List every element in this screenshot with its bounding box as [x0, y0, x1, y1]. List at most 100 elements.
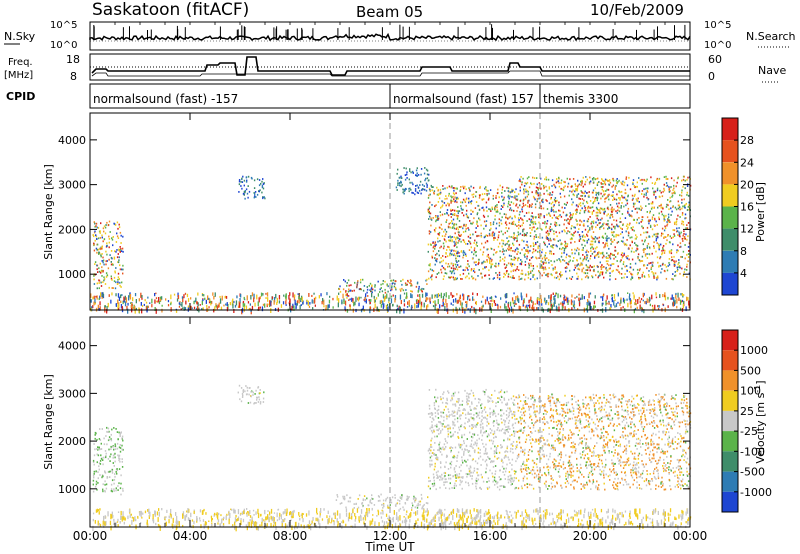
scatter-pixel — [599, 272, 601, 275]
scatter-pixel — [627, 210, 629, 213]
scatter-pixel — [227, 304, 229, 310]
scatter-pixel — [473, 517, 475, 520]
scatter-pixel — [496, 303, 498, 306]
scatter-pixel — [126, 305, 128, 310]
scatter-pixel — [649, 211, 651, 214]
scatter-pixel — [116, 235, 119, 238]
scatter-pixel — [595, 226, 597, 229]
scatter-pixel — [639, 304, 641, 309]
scatter-pixel — [348, 284, 350, 287]
scatter-pixel — [260, 182, 262, 185]
scatter-pixel — [609, 215, 611, 217]
scatter-pixel — [457, 206, 459, 208]
scatter-pixel — [462, 254, 465, 256]
scatter-pixel — [489, 260, 491, 263]
scatter-pixel — [260, 513, 262, 517]
scatter-pixel — [552, 244, 554, 246]
scatter-pixel — [643, 178, 645, 181]
scatter-pixel — [404, 519, 406, 524]
scatter-pixel — [422, 512, 424, 515]
scatter-pixel — [466, 243, 469, 245]
scatter-pixel — [117, 227, 119, 230]
scatter-pixel — [664, 264, 666, 266]
scatter-pixel — [401, 283, 403, 286]
scatter-pixel — [584, 180, 587, 183]
scatter-pixel — [134, 305, 136, 311]
scatter-pixel — [548, 239, 550, 242]
scatter-pixel — [546, 245, 548, 248]
scatter-pixel — [527, 276, 530, 279]
scatter-pixel — [671, 278, 673, 280]
scatter-pixel — [572, 201, 574, 204]
scatter-pixel — [578, 293, 580, 296]
scatter-pixel — [508, 240, 510, 242]
scatter-pixel — [588, 194, 590, 197]
scatter-pixel — [554, 201, 557, 204]
scatter-pixel — [349, 298, 351, 301]
scatter-pixel — [618, 190, 620, 193]
scatter-pixel — [520, 259, 522, 261]
scatter-pixel — [574, 241, 576, 243]
scatter-pixel — [416, 175, 418, 177]
scatter-pixel — [413, 512, 415, 514]
scatter-pixel — [578, 252, 580, 254]
scatter-pixel — [447, 265, 449, 268]
scatter-pixel — [302, 513, 304, 515]
scatter-pixel — [396, 512, 398, 517]
scatter-pixel — [419, 184, 421, 186]
scatter-pixel — [636, 513, 638, 518]
scatter-pixel — [642, 292, 644, 296]
scatter-pixel — [439, 246, 441, 249]
scatter-pixel — [672, 243, 674, 246]
scatter-pixel — [105, 272, 108, 274]
scatter-pixel — [467, 260, 469, 262]
scatter-pixel — [538, 182, 540, 184]
scatter-pixel — [485, 201, 488, 204]
scatter-pixel — [605, 519, 607, 524]
scatter-pixel — [544, 512, 546, 518]
scatter-pixel — [117, 253, 119, 255]
scatter-pixel — [98, 253, 100, 255]
scatter-pixel — [630, 520, 632, 525]
scatter-pixel — [614, 227, 616, 230]
scatter-pixel — [339, 290, 342, 293]
scatter-pixel — [689, 516, 692, 519]
scatter-pixel — [606, 263, 609, 265]
scatter-pixel — [112, 264, 114, 266]
scatter-pixel — [386, 284, 388, 287]
scatter-pixel — [654, 183, 656, 185]
scatter-pixel — [642, 294, 644, 298]
scatter-pixel — [442, 296, 445, 300]
scatter-pixel — [97, 271, 99, 273]
scatter-pixel — [607, 219, 609, 222]
scatter-pixel — [508, 516, 510, 518]
scatter-pixel — [458, 520, 460, 525]
scatter-pixel — [494, 303, 496, 306]
scatter-pixel — [638, 259, 641, 261]
scatter-pixel — [653, 247, 655, 249]
scatter-pixel — [531, 229, 533, 231]
scatter-pixel — [440, 292, 442, 299]
scatter-pixel — [226, 307, 229, 312]
scatter-pixel — [425, 292, 427, 298]
scatter-pixel — [634, 242, 636, 244]
scatter-pixel — [447, 308, 449, 314]
scatter-pixel — [686, 178, 688, 181]
scatter-pixel — [668, 250, 671, 253]
scatter-pixel — [639, 300, 641, 304]
scatter-pixel — [609, 257, 612, 260]
scatter-pixel — [395, 186, 398, 189]
scatter-pixel — [617, 225, 619, 228]
scatter-pixel — [556, 224, 558, 226]
scatter-pixel — [491, 521, 493, 524]
scatter-pixel — [587, 259, 590, 262]
scatter-pixel — [464, 199, 466, 202]
scatter-pixel — [667, 219, 669, 222]
scatter-pixel — [439, 191, 442, 194]
scatter-pixel — [411, 304, 413, 308]
scatter-pixel — [582, 202, 584, 205]
scatter-pixel — [393, 285, 396, 288]
scatter-pixel — [650, 202, 652, 205]
scatter-pixel — [456, 268, 459, 271]
scatter-pixel — [498, 517, 500, 521]
